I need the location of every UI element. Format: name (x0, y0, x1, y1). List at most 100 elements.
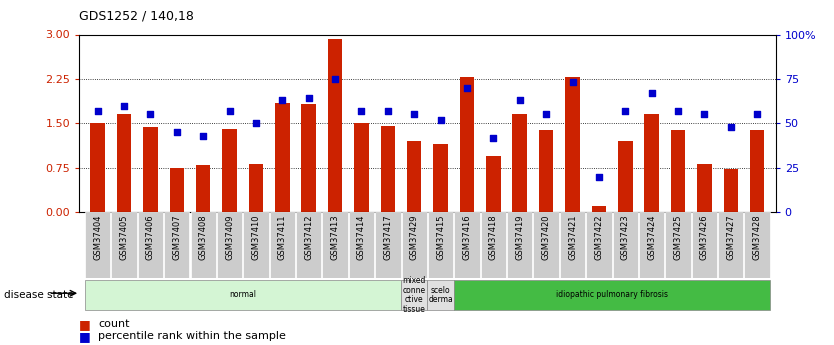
Bar (117, 115, 131, 212)
Bar (645, 115, 659, 212)
Bar (301, 105, 316, 212)
Bar (328, 39, 342, 212)
FancyBboxPatch shape (534, 212, 559, 278)
Text: GSM37408: GSM37408 (198, 214, 208, 260)
Text: GSM37426: GSM37426 (700, 214, 709, 260)
Text: GSM37425: GSM37425 (674, 214, 682, 260)
Text: ■: ■ (79, 318, 91, 331)
Text: count: count (98, 319, 130, 329)
Text: GSM37419: GSM37419 (515, 214, 525, 260)
Bar (591, 206, 606, 212)
FancyBboxPatch shape (244, 212, 269, 278)
Bar (513, 115, 527, 212)
Text: GSM37410: GSM37410 (252, 214, 260, 260)
Bar (380, 126, 395, 212)
Text: GSM37411: GSM37411 (278, 214, 287, 260)
Point (751, 112, 764, 117)
Text: GSM37428: GSM37428 (752, 214, 761, 260)
Text: disease state: disease state (4, 290, 73, 300)
Bar (539, 130, 554, 212)
Point (381, 108, 394, 114)
Bar (354, 124, 369, 212)
Bar (724, 169, 738, 212)
Text: GSM37420: GSM37420 (541, 214, 550, 260)
Bar (486, 156, 500, 212)
FancyBboxPatch shape (349, 212, 374, 278)
FancyBboxPatch shape (639, 212, 665, 278)
FancyBboxPatch shape (745, 212, 770, 278)
Point (487, 135, 500, 140)
Point (698, 112, 711, 117)
Text: GSM37424: GSM37424 (647, 214, 656, 260)
Point (619, 108, 632, 114)
FancyBboxPatch shape (217, 212, 242, 278)
Bar (434, 144, 448, 212)
Text: GSM37414: GSM37414 (357, 214, 366, 260)
Text: GSM37429: GSM37429 (409, 214, 419, 260)
FancyBboxPatch shape (190, 212, 216, 278)
Text: ■: ■ (79, 330, 91, 343)
FancyBboxPatch shape (375, 212, 400, 278)
Bar (223, 129, 237, 212)
Bar (169, 168, 184, 212)
Point (143, 112, 157, 117)
Text: GSM37405: GSM37405 (119, 214, 128, 260)
Point (197, 133, 210, 139)
Text: GSM37415: GSM37415 (436, 214, 445, 260)
FancyBboxPatch shape (84, 280, 401, 310)
Point (540, 112, 553, 117)
Bar (90, 124, 105, 212)
Text: GSM37423: GSM37423 (620, 214, 630, 260)
Text: scelo
derma: scelo derma (428, 286, 453, 304)
FancyBboxPatch shape (666, 212, 691, 278)
FancyBboxPatch shape (454, 280, 771, 310)
Point (645, 90, 658, 96)
Text: GSM37422: GSM37422 (595, 214, 603, 260)
Text: percentile rank within the sample: percentile rank within the sample (98, 332, 286, 341)
Bar (618, 141, 632, 212)
Text: GSM37418: GSM37418 (489, 214, 498, 260)
Text: GSM37417: GSM37417 (384, 214, 392, 260)
Text: GSM37407: GSM37407 (173, 214, 181, 260)
FancyBboxPatch shape (718, 212, 743, 278)
Bar (275, 102, 289, 212)
FancyBboxPatch shape (164, 212, 189, 278)
Point (302, 96, 315, 101)
Point (592, 174, 605, 179)
Point (170, 129, 183, 135)
Text: GSM37404: GSM37404 (93, 214, 103, 260)
Text: GSM37409: GSM37409 (225, 214, 234, 260)
Point (354, 108, 368, 114)
Text: mixed
conne
ctive
tissue: mixed conne ctive tissue (403, 276, 426, 314)
FancyBboxPatch shape (85, 212, 110, 278)
Text: GSM37427: GSM37427 (726, 214, 736, 260)
FancyBboxPatch shape (455, 212, 480, 278)
Text: GSM37416: GSM37416 (463, 214, 471, 260)
FancyBboxPatch shape (480, 212, 506, 278)
FancyBboxPatch shape (428, 212, 453, 278)
Bar (750, 130, 765, 212)
Bar (697, 164, 711, 212)
FancyBboxPatch shape (507, 212, 532, 278)
FancyBboxPatch shape (691, 212, 717, 278)
Text: GSM37406: GSM37406 (146, 214, 155, 260)
FancyBboxPatch shape (269, 212, 295, 278)
FancyBboxPatch shape (586, 212, 611, 278)
Point (223, 108, 236, 114)
Text: GDS1252 / 140,18: GDS1252 / 140,18 (79, 9, 194, 22)
FancyBboxPatch shape (138, 212, 163, 278)
Text: GSM37412: GSM37412 (304, 214, 314, 260)
Point (249, 121, 263, 126)
Point (460, 85, 474, 91)
Point (434, 117, 447, 122)
Bar (249, 164, 264, 212)
FancyBboxPatch shape (323, 212, 348, 278)
Point (408, 112, 421, 117)
FancyBboxPatch shape (613, 212, 638, 278)
Bar (196, 165, 210, 212)
Bar (565, 77, 580, 212)
Text: idiopathic pulmonary fibrosis: idiopathic pulmonary fibrosis (556, 290, 668, 299)
Text: GSM37413: GSM37413 (330, 214, 339, 260)
Point (91, 108, 104, 114)
FancyBboxPatch shape (560, 212, 585, 278)
